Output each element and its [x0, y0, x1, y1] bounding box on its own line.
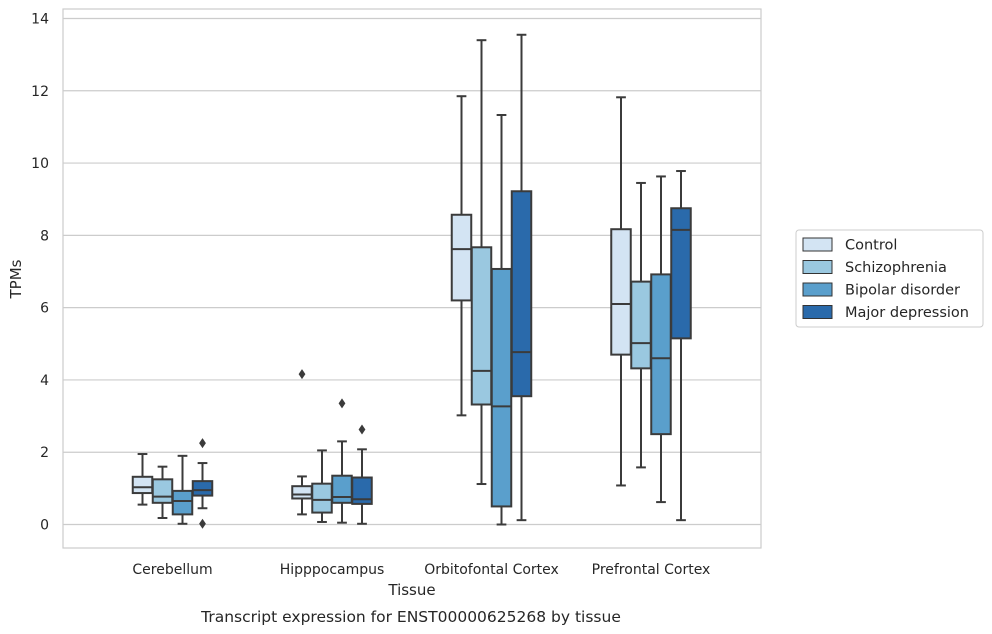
box-iqr: [470, 246, 493, 406]
y-tick-label-12: 12: [31, 84, 49, 100]
box-iqr: [351, 476, 373, 505]
box-iqr: [510, 190, 533, 398]
box-iqr: [610, 228, 632, 356]
legend-label-control: Control: [845, 238, 897, 254]
box-major-depression-cerebellum: [191, 438, 214, 529]
outlier-point-0: [338, 398, 346, 409]
box-iqr: [670, 207, 692, 340]
box-iqr: [311, 482, 333, 514]
box-iqr: [191, 480, 214, 497]
legend-label-bipolar-disorder: Bipolar disorder: [845, 283, 960, 299]
y-axis-label: TPMs: [7, 259, 25, 299]
legend-label-schizophrenia: Schizophrenia: [845, 260, 947, 276]
box-iqr: [331, 474, 353, 504]
x-tick-labels: Cerebellum Hipppocampus Orbitofontal Corte…: [132, 562, 710, 578]
legend-swatch-bipolar-disorder: [802, 282, 833, 297]
box-control-hipppocampus: [291, 369, 313, 516]
x-tick-label-prefrontal-cortex: Prefrontal Cortex: [592, 562, 711, 578]
y-tick-label-6: 6: [40, 301, 49, 317]
outlier-point-0: [298, 369, 306, 380]
box-major-depression-orbitofontal-cortex: [510, 33, 533, 522]
box-control-orbitofontal-cortex: [450, 95, 473, 417]
x-axis-label: Tissue: [387, 581, 435, 599]
box-iqr: [131, 475, 154, 495]
y-tick-labels: 0 2 4 6 8 10 12 14: [31, 12, 49, 534]
outlier-point-1: [199, 518, 206, 529]
legend: Control Schizophrenia Bipolar disorder Majo…: [795, 229, 984, 328]
box-bipolar-disorder-hipppocampus: [331, 398, 353, 524]
legend-label-major-depression: Major depression: [845, 305, 969, 321]
x-tick-label-hipppocampus: Hipppocampus: [280, 562, 385, 578]
box-bipolar-disorder-prefrontal-cortex: [650, 175, 672, 504]
outlier-point-0: [358, 424, 366, 435]
box-iqr: [151, 478, 174, 504]
y-tick-label-2: 2: [40, 445, 49, 461]
box-schizophrenia-prefrontal-cortex: [630, 181, 652, 469]
grid-lines: [63, 17, 761, 526]
plot-frame: [62, 8, 762, 549]
box-iqr: [490, 267, 513, 508]
box-schizophrenia-orbitofontal-cortex: [470, 39, 493, 486]
box-schizophrenia-cerebellum: [151, 465, 174, 519]
y-tick-label-4: 4: [40, 373, 49, 389]
box-control-prefrontal-cortex: [610, 96, 632, 487]
box-iqr: [630, 280, 652, 370]
box-major-depression-hipppocampus: [351, 424, 373, 525]
box-iqr: [650, 273, 672, 436]
legend-swatch-schizophrenia: [802, 260, 833, 274]
box-bipolar-disorder-orbitofontal-cortex: [490, 114, 513, 526]
legend-frame: [795, 229, 984, 328]
outlier-point-0: [199, 438, 206, 449]
boxes-layer: [131, 33, 692, 529]
legend-swatch-major-depression: [802, 305, 833, 319]
box-iqr: [291, 485, 313, 500]
chart-caption: Transcript expression for ENST0000062526…: [200, 608, 621, 626]
box-schizophrenia-hipppocampus: [311, 449, 333, 523]
y-tick-label-8: 8: [40, 228, 49, 244]
box-bipolar-disorder-cerebellum: [171, 454, 194, 525]
legend-swatch-control: [802, 237, 833, 252]
box-iqr: [171, 489, 194, 516]
x-tick-label-cerebellum: Cerebellum: [132, 562, 212, 578]
y-tick-label-0: 0: [40, 518, 49, 534]
box-control-cerebellum: [131, 453, 154, 506]
box-major-depression-prefrontal-cortex: [670, 170, 692, 522]
y-tick-label-10: 10: [31, 156, 49, 172]
y-tick-label-14: 14: [31, 12, 49, 28]
x-tick-label-orbitofontal-cortex: Orbitofontal Cortex: [424, 562, 559, 578]
legend-items: Control Schizophrenia Bipolar disorder Majo…: [802, 237, 969, 321]
box-iqr: [450, 213, 473, 302]
